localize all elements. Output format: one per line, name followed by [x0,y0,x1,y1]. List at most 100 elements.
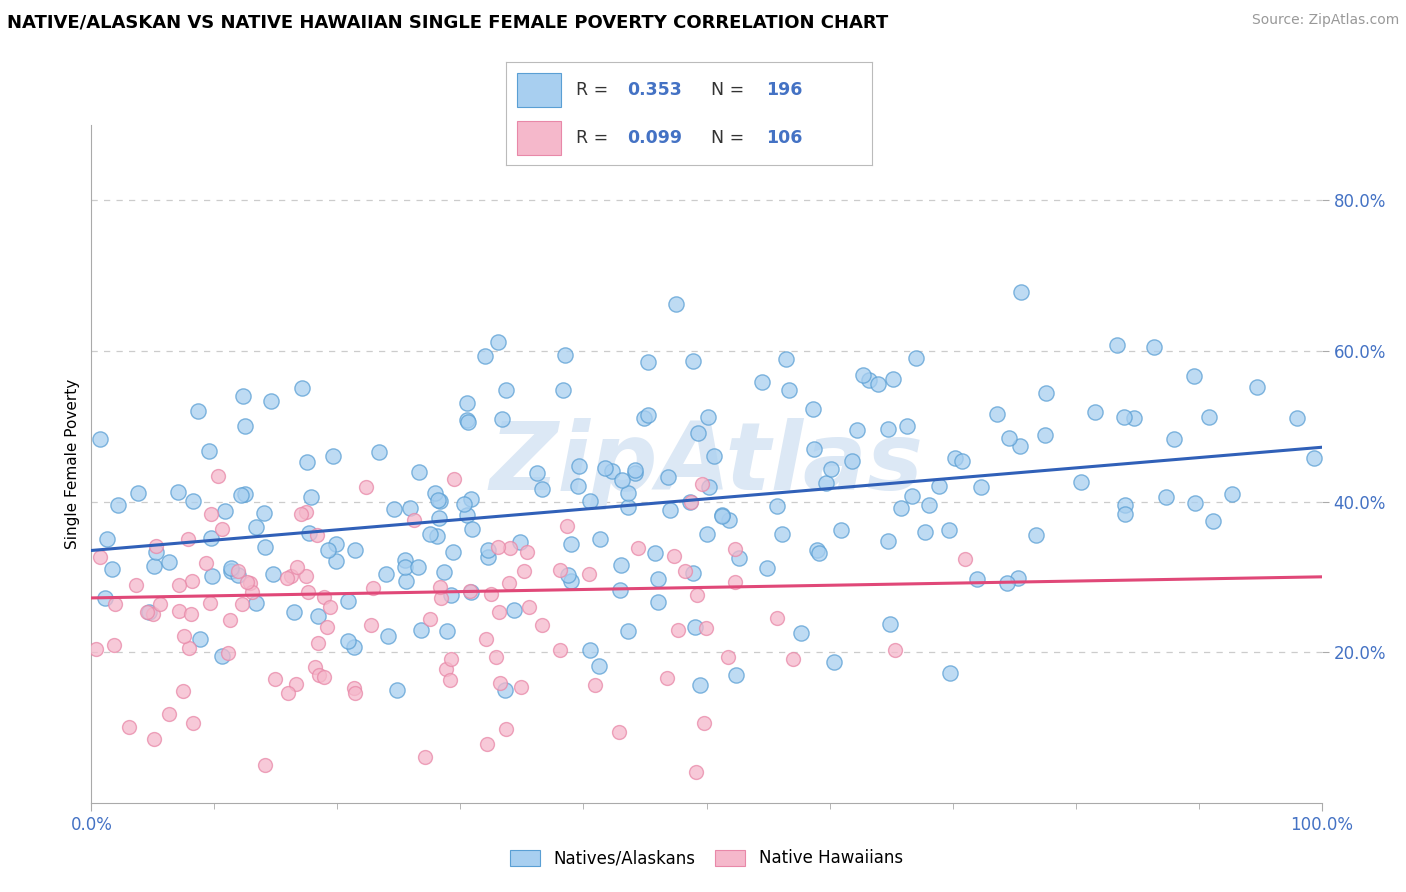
Point [253,540,276,554]
Point [782,652,804,666]
Point [775,351,797,366]
Point [498,576,520,591]
Point [879,616,901,631]
Point [1163,432,1185,446]
Point [219,561,242,575]
Point [232,389,254,403]
Point [460,491,482,506]
Point [728,550,751,565]
Point [724,541,747,556]
Point [717,650,740,665]
Point [219,564,242,578]
Point [806,542,828,557]
Point [624,467,647,481]
Point [770,527,793,541]
Point [343,681,366,695]
Point [457,415,479,429]
Point [489,675,512,690]
Point [607,725,630,739]
Point [124,578,146,592]
Point [314,590,336,604]
Point [560,574,582,588]
Point [360,618,382,632]
Point [695,621,717,635]
Point [96,532,118,546]
Point [617,624,640,638]
Point [588,659,610,673]
Point [439,673,461,687]
Point [495,383,517,397]
Point [436,624,458,638]
Point [419,527,441,541]
Point [1035,385,1057,400]
Point [136,605,159,619]
Point [830,523,852,537]
Point [583,678,606,692]
Point [404,513,426,527]
Point [690,477,713,491]
Point [187,404,209,418]
Point [477,542,499,557]
Point [756,561,779,575]
Point [790,626,813,640]
Point [633,411,655,425]
Point [655,671,678,685]
Point [89,432,111,446]
Point [233,487,256,501]
Point [1033,428,1056,442]
Point [1112,409,1135,424]
Point [841,454,863,468]
Point [456,413,478,427]
Point [803,442,825,456]
Point [399,500,422,515]
Point [846,424,869,438]
Point [94,591,117,606]
Point [488,334,510,349]
Point [685,764,707,779]
Point [718,513,741,527]
Point [385,682,408,697]
Point [914,525,936,540]
Point [1303,450,1326,465]
Point [1114,498,1136,512]
Point [176,532,198,546]
Point [554,347,576,361]
Point [343,640,366,655]
Point [494,682,516,697]
Point [427,511,450,525]
Point [683,620,706,634]
Point [703,449,725,463]
Point [214,503,236,517]
Point [408,465,430,479]
Point [304,660,326,674]
Point [820,462,842,476]
Point [308,668,330,682]
Point [589,532,612,546]
Point [724,575,747,590]
Point [637,355,659,369]
Point [337,594,360,608]
Point [555,518,578,533]
Point [363,581,385,595]
Point [284,677,307,691]
Point [262,566,284,581]
Point [211,522,233,536]
Point [665,297,688,311]
Point [254,758,277,772]
Text: 0.353: 0.353 [627,80,682,99]
Point [394,560,416,574]
Point [474,632,496,647]
Point [1143,340,1166,354]
Point [453,497,475,511]
Point [526,466,548,480]
Point [689,677,711,691]
Point [299,490,322,504]
Point [1286,410,1309,425]
Point [882,371,904,385]
Point [858,374,880,388]
Point [291,381,314,395]
Point [531,618,554,632]
Point [808,546,831,560]
Point [950,453,973,467]
Point [201,568,224,582]
